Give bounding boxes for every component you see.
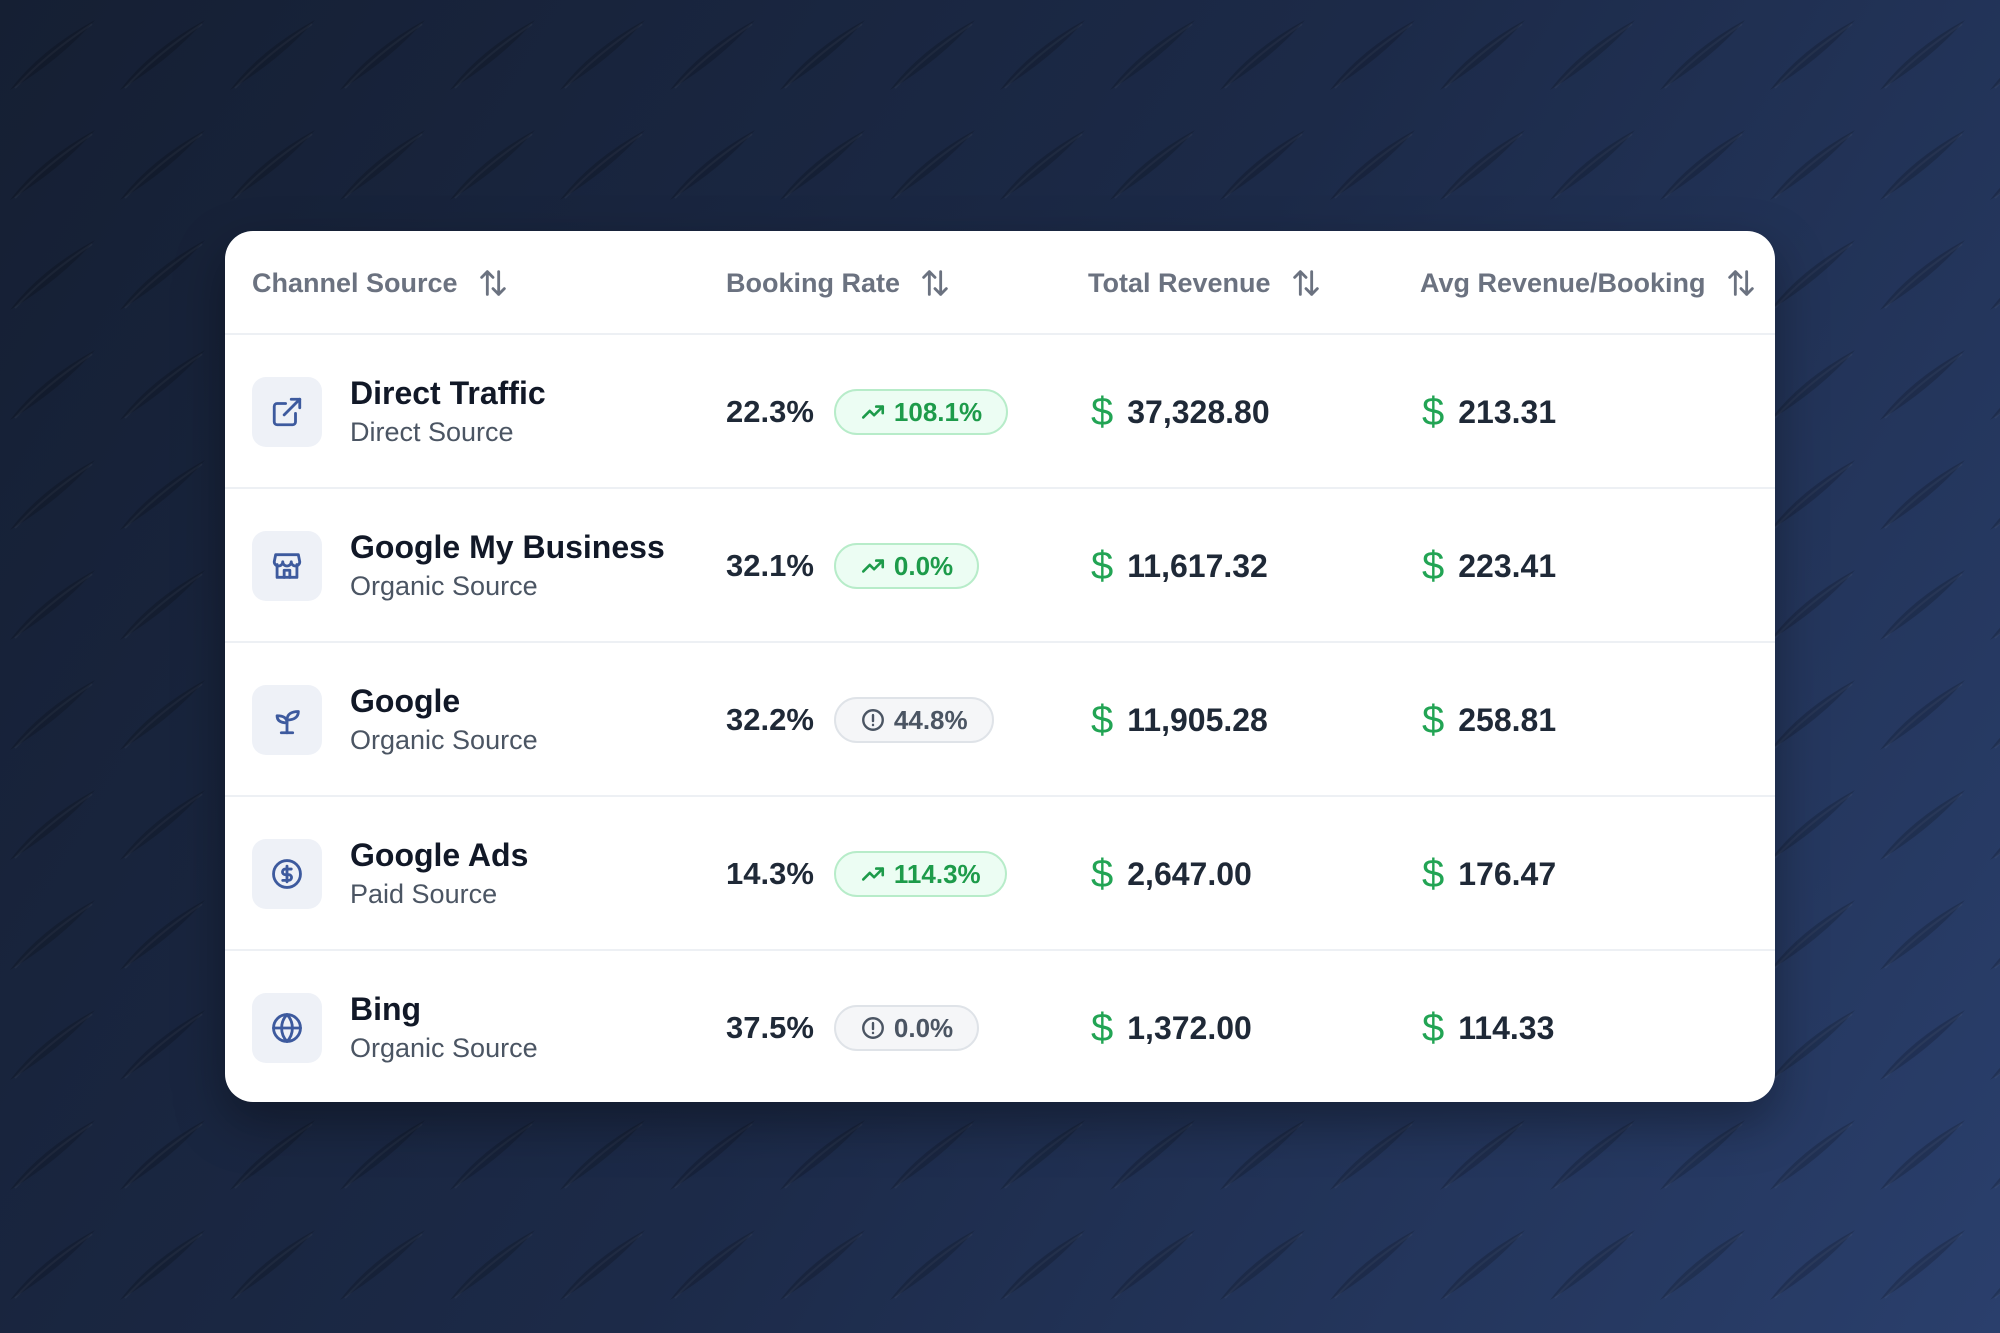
avg-revenue-cell: $ 213.31 xyxy=(1422,335,1556,489)
total-revenue-value: 11,617.32 xyxy=(1127,547,1268,584)
channel-icon-box xyxy=(252,839,322,909)
change-value: 0.0% xyxy=(893,550,954,581)
table-row[interactable]: Google My Business Organic Source 32.1% … xyxy=(225,489,1775,643)
sort-arrows-icon[interactable] xyxy=(1724,266,1758,300)
booking-rate-value: 32.2% xyxy=(726,702,814,737)
change-badge: 0.0% xyxy=(833,1005,980,1051)
column-header-channel-source[interactable]: Channel Source xyxy=(252,231,510,335)
column-header-booking-rate[interactable]: Booking Rate xyxy=(726,231,952,335)
total-revenue-value: 2,647.00 xyxy=(1127,855,1252,892)
booking-rate-value: 14.3% xyxy=(726,856,814,891)
dollar-icon: $ xyxy=(1422,1005,1445,1050)
booking-rate-value: 32.1% xyxy=(726,548,814,583)
channel-icon-box xyxy=(252,685,322,755)
avg-revenue-value: 213.31 xyxy=(1458,393,1557,430)
column-header-avg-revenue[interactable]: Avg Revenue/Booking xyxy=(1420,231,1758,335)
avg-revenue-value: 223.41 xyxy=(1458,547,1557,584)
table-row[interactable]: Bing Organic Source 37.5% 0.0% $ 1,372.0… xyxy=(225,951,1775,1102)
dollar-icon: $ xyxy=(1422,851,1445,896)
alert-circle-icon xyxy=(861,1017,884,1039)
table-row[interactable]: Direct Traffic Direct Source 22.3% 108.1… xyxy=(225,335,1775,489)
external-link-icon xyxy=(272,397,302,427)
total-revenue-value: 11,905.28 xyxy=(1127,701,1268,738)
change-value: 44.8% xyxy=(893,704,968,735)
channel-icon-box xyxy=(252,377,322,447)
dollar-icon: $ xyxy=(1422,543,1445,588)
dollar-icon: $ xyxy=(1422,697,1445,742)
dollar-icon: $ xyxy=(1091,543,1114,588)
channel-source-type: Organic Source xyxy=(350,1033,538,1063)
globe-icon xyxy=(272,1013,302,1043)
column-header-label: Total Revenue xyxy=(1088,267,1271,298)
channel-table-card: Channel Source Booking Rate Total Revenu… xyxy=(225,231,1775,1102)
avg-revenue-cell: $ 223.41 xyxy=(1422,489,1556,643)
channel-name: Google My Business xyxy=(350,529,665,565)
dollar-icon: $ xyxy=(1091,389,1114,434)
sprout-icon xyxy=(275,710,300,735)
total-revenue-cell: $ 11,905.28 xyxy=(1091,643,1268,797)
booking-rate-value: 22.3% xyxy=(726,394,814,429)
column-header-total-revenue[interactable]: Total Revenue xyxy=(1088,231,1323,335)
avg-revenue-value: 114.33 xyxy=(1458,1009,1555,1046)
channel-name-block: Google My Business Organic Source xyxy=(350,527,665,605)
avg-revenue-value: 176.47 xyxy=(1458,855,1557,892)
change-value: 114.3% xyxy=(893,858,981,889)
channel-source-type: Organic Source xyxy=(350,571,538,601)
booking-rate-cell: 14.3% 114.3% xyxy=(726,797,1007,951)
channel-name: Direct Traffic xyxy=(350,375,546,411)
avg-revenue-value: 258.81 xyxy=(1458,701,1557,738)
channel-name-block: Direct Traffic Direct Source xyxy=(350,373,546,451)
table-row[interactable]: Google Organic Source 32.2% 44.8% $ 11,9… xyxy=(225,643,1775,797)
total-revenue-value: 37,328.80 xyxy=(1127,393,1270,430)
change-badge: 44.8% xyxy=(833,697,994,743)
total-revenue-cell: $ 37,328.80 xyxy=(1091,335,1270,489)
dollar-icon: $ xyxy=(1091,1005,1114,1050)
sort-arrows-icon[interactable] xyxy=(1289,266,1323,300)
total-revenue-value: 1,372.00 xyxy=(1127,1009,1252,1046)
dollar-icon: $ xyxy=(1091,851,1114,896)
trending-up-icon xyxy=(861,867,884,881)
booking-rate-cell: 32.1% 0.0% xyxy=(726,489,980,643)
trending-up-icon xyxy=(861,405,884,419)
dollar-icon: $ xyxy=(1091,697,1114,742)
store-icon xyxy=(272,553,302,579)
total-revenue-cell: $ 1,372.00 xyxy=(1091,951,1252,1102)
total-revenue-cell: $ 2,647.00 xyxy=(1091,797,1252,951)
channel-name-block: Google Organic Source xyxy=(350,681,538,759)
trending-up-icon xyxy=(861,559,884,573)
channel-name: Bing xyxy=(350,991,422,1027)
channel-source-type: Direct Source xyxy=(350,417,514,447)
booking-rate-cell: 22.3% 108.1% xyxy=(726,335,1009,489)
booking-rate-value: 37.5% xyxy=(726,1010,814,1045)
alert-circle-icon xyxy=(861,709,884,731)
sort-arrows-icon[interactable] xyxy=(918,266,952,300)
channel-name-block: Google Ads Paid Source xyxy=(350,835,528,913)
booking-rate-cell: 32.2% 44.8% xyxy=(726,643,994,797)
column-header-label: Avg Revenue/Booking xyxy=(1420,267,1706,298)
channel-icon-box xyxy=(252,531,322,601)
change-value: 108.1% xyxy=(893,396,983,427)
change-value: 0.0% xyxy=(893,1012,954,1043)
avg-revenue-cell: $ 176.47 xyxy=(1422,797,1556,951)
total-revenue-cell: $ 11,617.32 xyxy=(1091,489,1268,643)
channel-icon-box xyxy=(252,993,322,1063)
dollar-icon: $ xyxy=(1422,389,1445,434)
table-header: Channel Source Booking Rate Total Revenu… xyxy=(225,231,1775,335)
change-badge: 108.1% xyxy=(833,389,1009,435)
booking-rate-cell: 37.5% 0.0% xyxy=(726,951,980,1102)
channel-source-type: Organic Source xyxy=(350,725,538,755)
sort-arrows-icon[interactable] xyxy=(476,266,510,300)
avg-revenue-cell: $ 258.81 xyxy=(1422,643,1556,797)
table-row[interactable]: Google Ads Paid Source 14.3% 114.3% $ 2,… xyxy=(225,797,1775,951)
change-badge: 0.0% xyxy=(833,543,980,589)
channel-source-type: Paid Source xyxy=(350,879,498,909)
change-badge: 114.3% xyxy=(833,851,1007,897)
dollar-circle-icon xyxy=(272,859,302,889)
channel-name: Google xyxy=(350,683,461,719)
column-header-label: Channel Source xyxy=(252,267,458,298)
channel-name: Google Ads xyxy=(350,837,529,873)
avg-revenue-cell: $ 114.33 xyxy=(1422,951,1554,1102)
column-header-label: Booking Rate xyxy=(726,267,901,298)
channel-name-block: Bing Organic Source xyxy=(350,989,538,1067)
